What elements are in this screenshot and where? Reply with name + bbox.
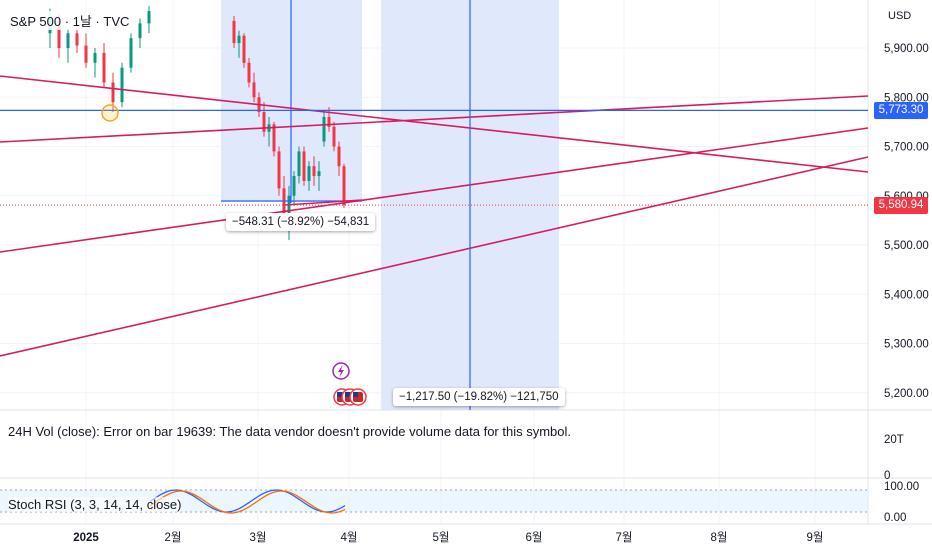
volume-axis-label-0: 20T [884,434,904,446]
volume-error-message: 24H Vol (close): Error on bar 19639: The… [8,424,571,439]
trendline-3 [0,156,869,357]
mar-candle-body-12 [292,176,296,196]
stoch-axis-label-0: 100.00 [884,481,919,493]
mar-candle-body-9 [277,151,281,189]
measure-label-projection: −1,217.50 (−19.82%) −121,750 [393,388,565,406]
mar-candle-body-21 [337,146,341,167]
us-flag-canton-1 [345,392,350,397]
time-axis-label-2: 3월 [250,531,267,544]
jan-candle-body-9 [129,38,133,68]
crosshair-price-tag: 5,773.30 [874,102,928,120]
mar-candle-body-19 [327,116,331,127]
price-axis-label-4: 5,500.00 [884,240,929,252]
stoch-axis-label-1: 0.00 [884,512,906,524]
jan-candle-body-4 [84,45,88,63]
mar-candle-body-0 [232,20,236,44]
stoch-rsi-title[interactable]: Stoch RSI (3, 3, 14, 14, close) [8,497,182,512]
jan-candle-body-11 [147,11,151,24]
time-axis-label-6: 7월 [616,531,633,544]
trendline-4 [284,199,363,206]
mar-candle-body-2 [242,35,246,63]
us-flag-canton-0 [337,392,342,397]
highlight-circle-marker [101,104,119,122]
mar-candle-body-6 [262,112,266,132]
jan-candle-body-1 [57,18,61,48]
time-axis-label-5: 6월 [526,531,543,544]
price-axis-label-0: 5,900.00 [884,43,929,55]
mar-candle-body-22 [342,166,346,206]
stoch-d-line [149,490,346,514]
volume-axis-label-1: 0 [884,470,890,482]
trendline-1 [0,95,869,143]
mar-candle-body-15 [307,166,311,181]
mar-candle-body-1 [237,35,241,44]
time-axis-label-0: 2025 [73,532,99,544]
price-axis-label-7: 5,200.00 [884,388,929,400]
symbol-title[interactable]: S&P 500 · 1날 · TVC [8,11,132,30]
last-price-tag: 5,580.94 [874,197,928,215]
trendline-0 [0,75,869,173]
price-axis-label-1: 5,800.00 [884,92,929,104]
jan-candle-body-6 [102,52,106,83]
price-axis-label-5: 5,400.00 [884,289,929,301]
time-axis-label-7: 8월 [711,531,728,544]
mar-candle-body-14 [302,151,306,181]
mar-candle-body-18 [322,116,326,142]
time-axis-label-4: 5월 [433,531,450,544]
jan-candle-body-3 [75,33,79,46]
jan-candle-body-10 [138,23,142,39]
measure-label-march: −548.31 (−8.92%) −54,831 [226,213,376,231]
price-axis-label-6: 5,300.00 [884,339,929,351]
mar-candle-body-16 [312,166,316,177]
mar-candle-body-8 [272,124,276,152]
mar-candle-body-13 [297,151,301,177]
stoch-band [0,490,868,512]
mar-candle-body-4 [252,82,256,98]
lightning-bolt-glyph [338,365,344,377]
trendline-2 [0,127,869,253]
mar-candle-body-10 [282,188,286,216]
mar-candle-body-17 [317,171,321,177]
jan-candle-body-2 [66,33,70,48]
jan-candle-body-7 [111,82,115,103]
jan-candle-body-5 [93,52,97,63]
time-axis-label-1: 2월 [165,531,182,544]
time-axis-label-8: 9월 [807,531,824,544]
mar-candle-body-20 [332,126,336,147]
currency-label[interactable]: USD [888,10,912,22]
price-axis-label-2: 5,700.00 [884,142,929,154]
mar-candle-body-3 [247,62,251,83]
time-axis-label-3: 4월 [341,531,358,544]
jan-candle-body-8 [120,67,124,103]
us-flag-canton-2 [353,392,358,397]
